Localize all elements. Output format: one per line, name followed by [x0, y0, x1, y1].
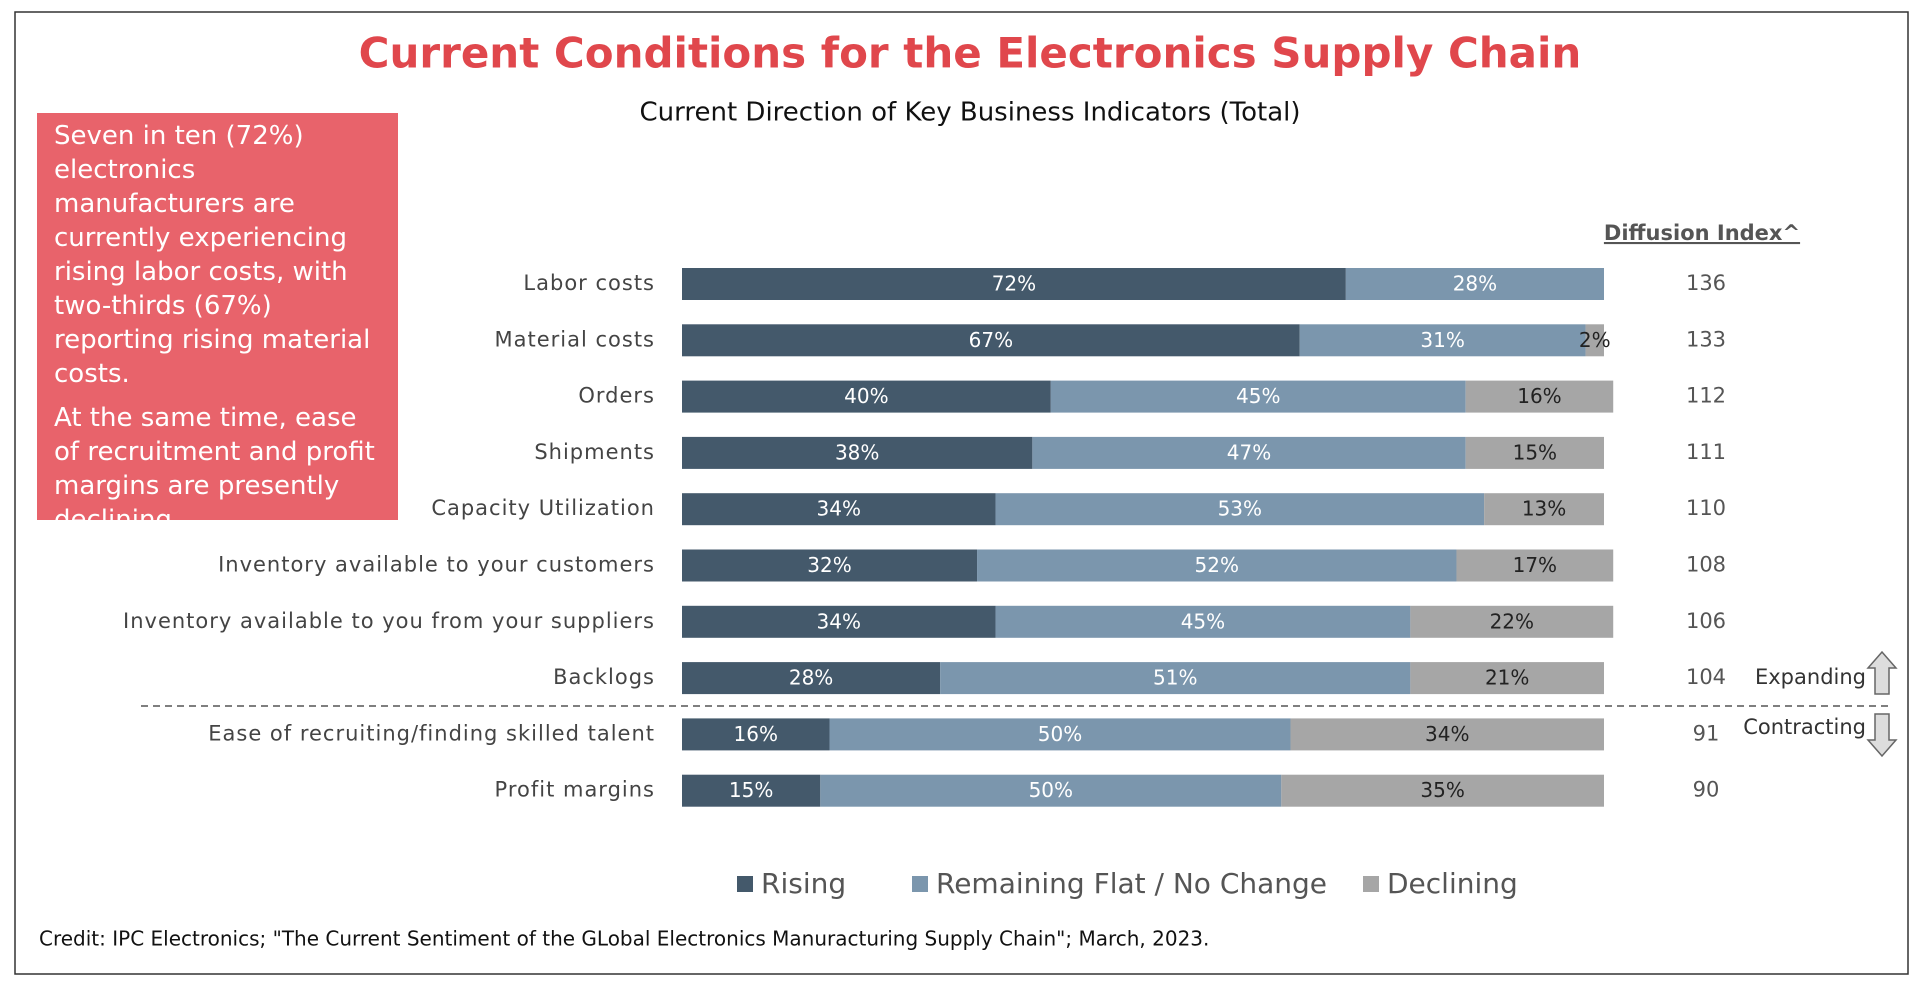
diffusion-value: 112 — [1686, 384, 1726, 408]
value-label: 13% — [1522, 497, 1566, 521]
bar-segment — [940, 662, 1411, 695]
bar-segment — [682, 774, 821, 807]
legend-swatch — [1363, 876, 1379, 892]
bar-segment — [682, 605, 996, 638]
value-label: 34% — [1425, 722, 1469, 746]
bar-segment — [1484, 493, 1604, 526]
value-label: 16% — [734, 722, 778, 746]
bar-segment — [829, 718, 1291, 751]
annotation: Expanding — [1755, 665, 1866, 689]
diffusion-value: 106 — [1686, 609, 1726, 633]
down-arrow — [1866, 713, 1898, 758]
value-label: 51% — [1153, 666, 1197, 690]
category-label: Capacity Utilization — [431, 496, 655, 520]
frame — [14, 11, 1909, 975]
up-arrow — [1866, 650, 1898, 695]
value-label: 67% — [969, 328, 1013, 352]
value-label: 35% — [1420, 778, 1464, 802]
bar-segment — [682, 549, 978, 582]
legend-label: Rising — [761, 867, 846, 900]
bar-segment — [682, 324, 1300, 357]
legend-swatch — [912, 876, 928, 892]
value-label: 15% — [1513, 440, 1557, 464]
bar-segment — [977, 549, 1457, 582]
diffusion-value: 108 — [1686, 553, 1726, 577]
chart-title: Current Conditions for the Electronics S… — [359, 29, 1582, 78]
value-label: 31% — [1420, 328, 1464, 352]
value-label: 45% — [1181, 609, 1225, 633]
bar-segment — [1032, 436, 1466, 469]
callout-text: Seven in ten (72%) electronics manufactu… — [54, 121, 371, 389]
bar-segment — [682, 380, 1051, 413]
value-label: 16% — [1517, 384, 1561, 408]
value-label: 2% — [1579, 328, 1611, 352]
value-label: 50% — [1029, 778, 1073, 802]
value-label: 17% — [1513, 553, 1557, 577]
value-label: 53% — [1218, 497, 1262, 521]
category-label: Ease of recruiting/finding skilled talen… — [208, 721, 655, 745]
annotation: Contracting — [1743, 715, 1866, 739]
category-label: Labor costs — [523, 271, 655, 295]
bar-segment — [995, 605, 1411, 638]
callout-text: At the same time, ease of recruitment an… — [54, 403, 375, 535]
diffusion-value: 110 — [1686, 496, 1726, 520]
bar-segment — [1585, 324, 1604, 357]
value-label: 47% — [1227, 440, 1271, 464]
legend-swatch — [737, 876, 753, 892]
chart-subtitle: Current Direction of Key Business Indica… — [640, 98, 1301, 128]
value-label: 15% — [729, 778, 773, 802]
value-label: 50% — [1038, 722, 1082, 746]
bar-segment — [682, 268, 1346, 300]
bar-segment — [682, 662, 941, 695]
bar-segment — [1410, 662, 1604, 695]
diffusion-value: 90 — [1693, 778, 1720, 802]
category-label: Profit margins — [495, 778, 655, 802]
value-label: 32% — [807, 553, 851, 577]
bar-segment — [1465, 436, 1604, 469]
legend-label: Declining — [1387, 867, 1518, 900]
category-label: Backlogs — [553, 665, 655, 689]
diffusion-value: 104 — [1686, 665, 1726, 689]
legend-label: Remaining Flat / No Change — [936, 867, 1327, 900]
category-label: Orders — [578, 384, 655, 408]
category-label: Inventory available to you from your sup… — [123, 609, 655, 633]
diffusion-value: 136 — [1686, 271, 1726, 295]
value-label: 38% — [835, 440, 879, 464]
category-label: Material costs — [495, 327, 656, 351]
bar-segment — [1290, 718, 1604, 751]
diffusion-value: 133 — [1686, 327, 1726, 351]
bar-segment — [820, 774, 1282, 807]
value-label: 52% — [1195, 553, 1239, 577]
bar-segment — [1050, 380, 1466, 413]
bar-segment — [1281, 774, 1604, 807]
bar-segment — [682, 718, 830, 751]
diffusion-value: 111 — [1686, 440, 1726, 464]
value-label: 45% — [1236, 384, 1280, 408]
bar-segment — [682, 436, 1033, 469]
category-label: Shipments — [534, 440, 655, 464]
callout-box: Seven in ten (72%) electronics manufactu… — [37, 113, 398, 535]
value-label: 22% — [1490, 609, 1534, 633]
value-label: 34% — [817, 609, 861, 633]
value-label: 40% — [844, 384, 888, 408]
bar-segment — [1345, 268, 1604, 300]
bar-segment — [995, 493, 1485, 526]
credit: Credit: IPC Electronics; "The Current Se… — [39, 927, 1209, 951]
bar-segment — [1465, 380, 1614, 413]
value-label: 34% — [817, 497, 861, 521]
bar-segment — [1410, 605, 1614, 638]
value-label: 21% — [1485, 666, 1529, 690]
bar-segment — [1299, 324, 1586, 357]
category-label: Inventory available to your customers — [218, 553, 655, 577]
value-label: 28% — [789, 666, 833, 690]
value-label: 28% — [1453, 272, 1497, 296]
value-label: 72% — [992, 272, 1036, 296]
bar-segment — [1456, 549, 1614, 582]
bar-segment — [682, 493, 996, 526]
diffusion-value: 91 — [1693, 721, 1720, 745]
diffusion-title: Diffusion Index^ — [1604, 221, 1800, 245]
